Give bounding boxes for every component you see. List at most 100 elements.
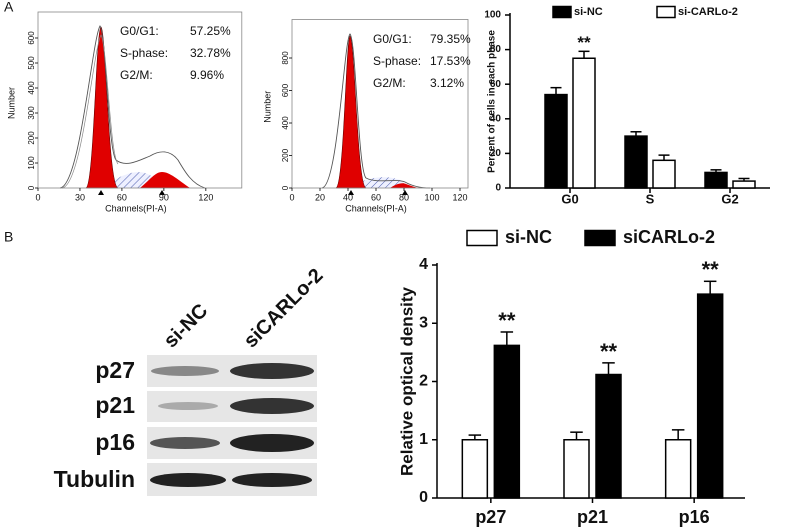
band bbox=[151, 366, 219, 376]
bar bbox=[696, 293, 724, 499]
blot-row: p21 bbox=[95, 392, 135, 418]
x-axis-label: Channels(PI-A) bbox=[345, 203, 407, 213]
g2-peak bbox=[140, 172, 190, 188]
g2-peak bbox=[390, 183, 420, 188]
significance: ** bbox=[577, 33, 591, 52]
y-tick-label: 20 bbox=[490, 148, 502, 159]
band bbox=[230, 398, 314, 414]
x-tick-label: G0 bbox=[561, 191, 578, 206]
y-tick-label: 0 bbox=[27, 185, 36, 190]
x-tick-label: 30 bbox=[75, 192, 85, 202]
x-tick-label: 120 bbox=[452, 192, 467, 202]
phase-value: 57.25% bbox=[190, 24, 231, 38]
x-tick-label: 40 bbox=[343, 192, 353, 202]
phase-label: G2/M: bbox=[373, 76, 406, 90]
y-tick-label: 200 bbox=[27, 131, 36, 145]
band bbox=[150, 437, 220, 449]
g1-peak bbox=[335, 35, 367, 189]
y-tick-label: 100 bbox=[27, 156, 36, 170]
bar bbox=[624, 135, 648, 189]
legend-label: siCARLo-2 bbox=[623, 227, 715, 247]
flow-curves bbox=[59, 25, 206, 195]
legend-swatch bbox=[584, 229, 616, 247]
phase-label: G0/G1: bbox=[120, 24, 159, 38]
phase-value: 79.35% bbox=[430, 32, 471, 46]
bar bbox=[732, 180, 756, 189]
y-tick-label: 4 bbox=[419, 256, 428, 273]
y-tick-label: 0 bbox=[419, 489, 428, 506]
y-axis-label: Percent of cells in each phase bbox=[487, 30, 498, 173]
phase-value: 3.12% bbox=[430, 76, 464, 90]
x-tick-label: 120 bbox=[198, 192, 213, 202]
g1-peak bbox=[85, 26, 119, 189]
blot-row: p16 bbox=[95, 429, 135, 455]
plot-frame bbox=[37, 11, 243, 189]
y-tick-label: 300 bbox=[27, 106, 36, 120]
x-tick-label: 90 bbox=[159, 192, 169, 202]
y-axis-label: Relative optical density bbox=[397, 286, 416, 475]
y-axis-label: Number bbox=[6, 87, 16, 119]
legend-swatch bbox=[552, 5, 572, 19]
band bbox=[230, 434, 314, 452]
bar bbox=[652, 159, 676, 189]
panel-label: A bbox=[4, 0, 14, 15]
blot-row: Tubulin bbox=[54, 466, 135, 492]
y-tick-label: 80 bbox=[490, 44, 502, 55]
blot-row: p27 bbox=[95, 357, 135, 383]
y-tick-label: 0 bbox=[281, 185, 290, 190]
panel-label: B bbox=[4, 229, 13, 245]
y-tick-label: 600 bbox=[281, 83, 290, 97]
y-tick-label: 600 bbox=[27, 31, 36, 45]
bar bbox=[544, 93, 568, 189]
x-axis-label: Channels(PI-A) bbox=[105, 203, 167, 213]
y-tick-label: 0 bbox=[495, 183, 501, 194]
outline bbox=[321, 33, 431, 189]
bar bbox=[461, 439, 489, 499]
x-tick-label: p27 bbox=[475, 507, 506, 527]
flow-curves bbox=[321, 33, 431, 195]
y-tick-label: 2 bbox=[419, 373, 428, 390]
bar bbox=[572, 57, 596, 189]
x-tick-label: 80 bbox=[399, 192, 409, 202]
bar bbox=[563, 439, 590, 499]
phase-label: S-phase: bbox=[120, 46, 168, 60]
bar bbox=[493, 344, 521, 499]
legend-label: si-NC bbox=[505, 227, 552, 247]
significance: ** bbox=[600, 339, 618, 364]
significance: ** bbox=[498, 308, 516, 333]
phase-label: G0/G1: bbox=[373, 32, 412, 46]
bar bbox=[595, 373, 622, 499]
y-tick-label: 500 bbox=[27, 56, 36, 70]
x-tick-label: S bbox=[646, 191, 655, 206]
x-tick-label: 60 bbox=[371, 192, 381, 202]
y-tick-label: 60 bbox=[490, 79, 502, 90]
x-tick-label: 20 bbox=[315, 192, 325, 202]
y-tick-label: 400 bbox=[281, 116, 290, 130]
x-tick-label: G2 bbox=[721, 191, 738, 206]
phase-label: S-phase: bbox=[373, 54, 421, 68]
legend-label: si-CARLo-2 bbox=[678, 6, 738, 18]
blot: si-NC siCARLo-2 p27 p21 p16 Tubulin bbox=[54, 264, 328, 496]
outline bbox=[61, 34, 119, 189]
phase-value: 32.78% bbox=[190, 46, 231, 60]
blot-column: si-NC bbox=[160, 300, 212, 352]
legend-swatch bbox=[466, 229, 498, 247]
bar bbox=[664, 439, 692, 499]
band bbox=[158, 402, 218, 410]
x-tick-label: 60 bbox=[117, 192, 127, 202]
y-tick-label: 100 bbox=[484, 10, 501, 21]
x-tick-label: 0 bbox=[289, 192, 294, 202]
x-tick-label: 100 bbox=[424, 192, 439, 202]
band bbox=[150, 473, 226, 487]
y-tick-label: 800 bbox=[281, 51, 290, 65]
y-tick-label: 200 bbox=[281, 148, 290, 162]
phase-value: 17.53% bbox=[430, 54, 471, 68]
band bbox=[230, 363, 314, 379]
y-tick-label: 3 bbox=[419, 314, 428, 331]
marker bbox=[98, 190, 165, 195]
phase-label: G2/M: bbox=[120, 68, 153, 82]
bar bbox=[704, 171, 728, 189]
phase-value: 9.96% bbox=[190, 68, 224, 82]
significance: ** bbox=[702, 257, 720, 282]
x-tick-label: p16 bbox=[679, 507, 710, 527]
